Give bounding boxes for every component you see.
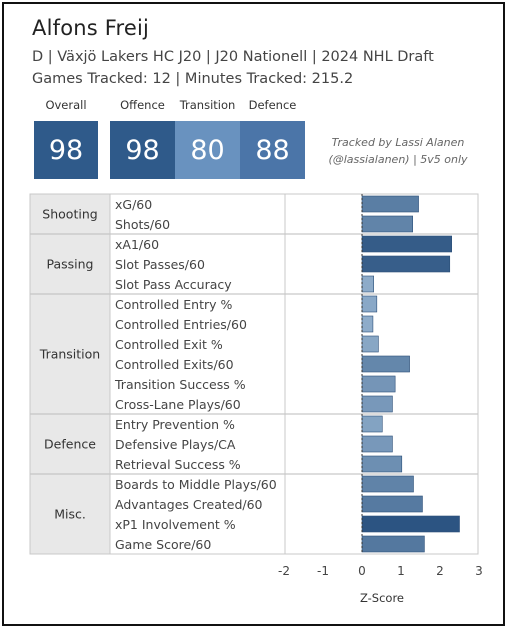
offence-header: Offence (120, 98, 165, 112)
metric-bar (361, 395, 393, 413)
metric-bar (361, 495, 423, 513)
group-label: Transition (39, 347, 100, 362)
transition-rating: 80 (175, 121, 240, 179)
player-info: D | Växjö Lakers HC J20 | J20 Nationell … (32, 49, 434, 65)
x-tick-label: 3 (475, 564, 483, 578)
metric-bar (361, 415, 383, 433)
player-name: Alfons Freij (32, 16, 150, 40)
group-label: Misc. (54, 507, 86, 522)
metric-label: Transition Success % (114, 377, 246, 392)
metric-bar (361, 435, 393, 453)
metric-label: Game Score/60 (115, 537, 211, 552)
metric-label: Retrieval Success % (115, 457, 241, 472)
metric-label: Shots/60 (115, 217, 170, 232)
metric-bar (361, 455, 403, 473)
metric-bar (361, 475, 414, 493)
group-label: Passing (47, 257, 94, 272)
metric-bar (361, 535, 425, 553)
metric-label: Advantages Created/60 (115, 497, 263, 512)
metric-bar (361, 255, 451, 273)
metric-label: xG/60 (115, 197, 152, 212)
group-label: Defence (44, 437, 96, 452)
x-tick-label: 1 (397, 564, 405, 578)
transition-header: Transition (179, 98, 236, 112)
defence-rating: 88 (240, 121, 305, 179)
metric-bar (361, 215, 414, 233)
x-tick-label: 0 (358, 564, 366, 578)
x-axis-label: Z-Score (360, 591, 404, 605)
metric-bar (361, 315, 374, 333)
metric-label: Controlled Entries/60 (115, 317, 247, 332)
metric-bar (361, 275, 374, 293)
metric-bar (361, 235, 452, 253)
tracking-info: Games Tracked: 12 | Minutes Tracked: 215… (32, 71, 354, 87)
metric-label: xP1 Involvement % (115, 517, 236, 532)
metric-bar (361, 195, 419, 213)
chart-outline (29, 193, 479, 555)
defence-header: Defence (248, 98, 297, 112)
metric-bar (361, 375, 396, 393)
credit-line-2: (@lassialanen) | 5v5 only (328, 153, 468, 166)
metric-bar (361, 335, 379, 353)
overall-header: Overall (45, 98, 87, 112)
metric-label: Entry Prevention % (115, 417, 235, 432)
x-tick-label: 2 (436, 564, 444, 578)
metric-label: xA1/60 (115, 237, 159, 252)
metric-label: Slot Passes/60 (115, 257, 205, 272)
x-tick-label: -1 (317, 564, 329, 578)
offence-rating: 98 (110, 121, 175, 179)
category-column-bg (30, 194, 110, 554)
credit-line-1: Tracked by Lassi Alanen (331, 136, 465, 149)
metric-label: Controlled Exit % (115, 337, 223, 352)
metric-bar (361, 295, 378, 313)
metric-label: Slot Pass Accuracy (115, 277, 232, 292)
overall-rating: 98 (34, 121, 98, 179)
metric-label: Controlled Exits/60 (115, 357, 234, 372)
metric-bar (361, 355, 410, 373)
metric-bar (361, 515, 460, 533)
x-tick-label: -2 (278, 564, 290, 578)
group-label: Shooting (42, 207, 97, 222)
metric-label: Cross-Lane Plays/60 (115, 397, 241, 412)
metric-label: Controlled Entry % (115, 297, 232, 312)
metric-label: Boards to Middle Plays/60 (115, 477, 277, 492)
metric-label: Defensive Plays/CA (115, 437, 236, 452)
